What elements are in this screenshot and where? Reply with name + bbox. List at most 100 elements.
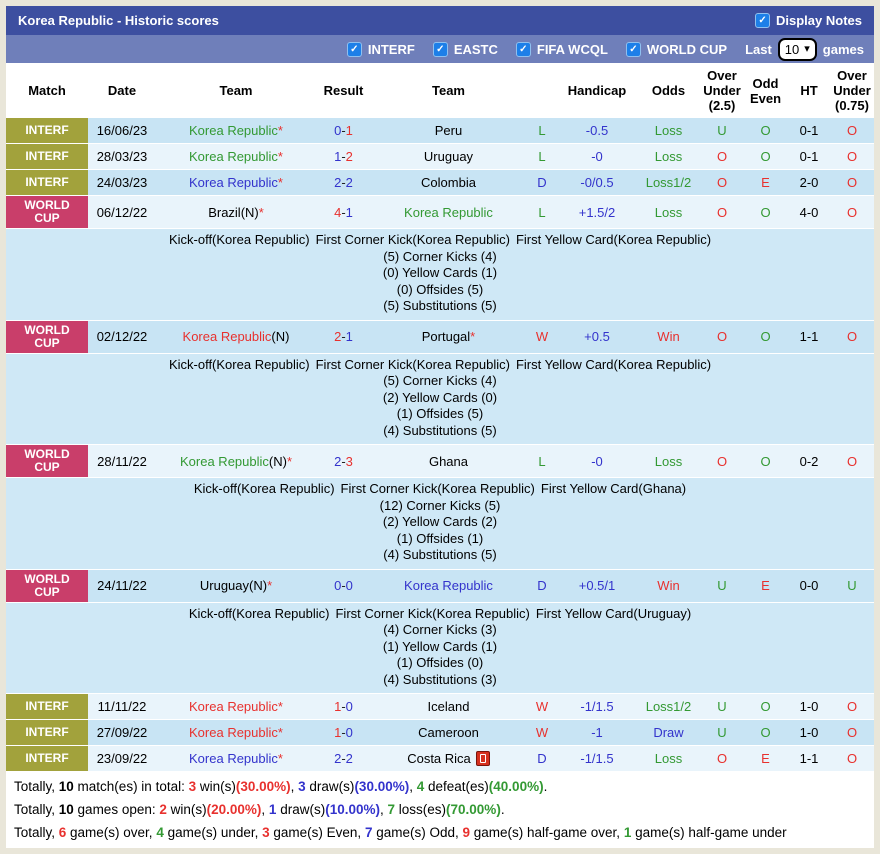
historic-scores-panel: Korea Republic - Historic scores ✓ Displ… (6, 6, 874, 848)
text-segment: , (290, 779, 299, 794)
match-row: WORLD CUP 24/11/22 Uruguay(N) * 0-0 Korea… (6, 569, 874, 603)
match-row: WORLD CUP 06/12/22 Brazil(N) * 4-1 Korea … (6, 196, 874, 229)
match-notes: Kick-off(Korea Republic) First Corner Kic… (6, 478, 874, 570)
odds-value: Loss1/2 (645, 175, 692, 190)
score-separator: - (341, 578, 346, 593)
team-name: Korea Republic (182, 329, 272, 344)
team-name: Portugal (421, 329, 471, 344)
team-suffix: (N) (271, 329, 290, 344)
interf-checkbox[interactable]: ✓ (346, 41, 362, 57)
ht-score: 2-0 (799, 175, 819, 190)
match-date: 28/03/23 (96, 149, 148, 164)
match-notes: Kick-off(Korea Republic) First Corner Kic… (6, 353, 874, 445)
team-star: * (258, 204, 264, 220)
competition-label: INTERF (6, 746, 88, 771)
display-notes-toggle[interactable]: ✓ Display Notes (755, 13, 862, 28)
team-star: * (277, 175, 283, 190)
checkmark-icon: ✓ (350, 43, 359, 55)
ht-score: 0-0 (799, 578, 819, 593)
ht-score: 4-0 (799, 204, 819, 220)
filter-fifa-wcql[interactable]: ✓ FIFA WCQL (515, 41, 608, 57)
team-name: Korea Republic (189, 175, 278, 190)
handicap-value: +0.5 (584, 329, 610, 344)
ht-score: 1-0 (799, 725, 819, 740)
ht-score: 0-1 (799, 149, 819, 164)
ht-score: 0-2 (799, 453, 819, 469)
result-letter: L (538, 453, 546, 469)
filter-eastc[interactable]: ✓ EASTC (432, 41, 498, 57)
over-under-25-value: U (717, 123, 727, 138)
offsides-stat: (0) Offsides (5) (396, 281, 484, 297)
col-header-over-under-075: Over Under (0.75) (833, 68, 871, 113)
col-header-ht: HT (800, 83, 818, 98)
eastc-checkbox[interactable]: ✓ (432, 41, 448, 57)
first-yellow-note: First Yellow Card(Uruguay) (535, 605, 692, 621)
home-team: Korea Republic (N) (156, 321, 316, 353)
games-count-select[interactable]: 10 ▾ (777, 37, 817, 61)
home-team: Korea Republic * (156, 694, 316, 719)
chevron-down-icon: ▾ (804, 42, 810, 55)
home-score: 0 (334, 578, 342, 593)
match-row: INTERF 11/11/22 Korea Republic * 1-0 Icel… (6, 694, 874, 720)
away-team: Costa Rica (371, 746, 526, 771)
first-corner-note: First Corner Kick(Korea Republic) (340, 481, 535, 496)
match-score: 2-2 (316, 746, 371, 771)
over-under-25-value: O (716, 204, 728, 220)
display-notes-checkbox[interactable]: ✓ (755, 13, 771, 28)
team-name: Iceland (427, 699, 470, 714)
score-separator: - (341, 725, 346, 740)
match-score: 1-2 (316, 144, 371, 169)
match-score: 2-2 (316, 170, 371, 195)
ht-score: 0-1 (799, 123, 819, 138)
match-date: 16/06/23 (96, 123, 148, 138)
handicap-value: +1.5/2 (578, 204, 616, 220)
text-segment: 4 (156, 825, 164, 840)
match-score: 2-3 (316, 445, 371, 477)
match-score: 0-0 (316, 570, 371, 602)
team-name: Peru (434, 123, 463, 138)
world-cup-checkbox[interactable]: ✓ (625, 41, 641, 57)
match-score: 1-0 (316, 694, 371, 719)
over-under-075-value: O (846, 175, 858, 190)
over-under-075-value: O (846, 329, 858, 344)
kickoff-note: Kick-off(Korea Republic) (168, 356, 310, 372)
team-name: Costa Rica (407, 751, 471, 766)
away-team: Colombia (371, 170, 526, 195)
totals-line-1: Totally, 10 match(es) in total: 3 win(s)… (14, 775, 866, 798)
odds-value: Loss (654, 204, 683, 220)
odds-value: Loss (654, 751, 683, 766)
text-segment: draw(s) (276, 802, 326, 817)
notes-header: Kick-off(Korea Republic) First Corner Kic… (6, 481, 874, 498)
filter-world-cup[interactable]: ✓ WORLD CUP (625, 41, 727, 57)
away-team: Uruguay (371, 144, 526, 169)
totals-line-2: Totally, 10 games open: 2 win(s)(20.00%)… (14, 798, 866, 821)
match-date: 11/11/22 (97, 699, 147, 714)
filter-interf[interactable]: ✓ INTERF (346, 41, 415, 57)
text-segment: match(es) in total: (73, 779, 189, 794)
col-header-odds: Odds (651, 83, 686, 98)
team-name: Korea Republic (189, 699, 278, 714)
totals-footer: Totally, 10 match(es) in total: 3 win(s)… (6, 772, 874, 848)
home-team: Korea Republic * (156, 144, 316, 169)
text-segment: game(s) under, (163, 825, 263, 840)
away-team: Korea Republic (371, 570, 526, 602)
kickoff-note: Kick-off(Korea Republic) (188, 605, 330, 621)
match-row: INTERF 16/06/23 Korea Republic * 0-1 Peru… (6, 118, 874, 144)
corner-kicks-stat: (5) Corner Kicks (4) (383, 373, 497, 388)
text-segment: (20.00%) (206, 802, 262, 817)
handicap-value: -0/0.5 (580, 175, 614, 190)
away-score: 1 (345, 123, 353, 138)
text-segment: 1 (268, 802, 277, 817)
yellow-cards-stat: (1) Yellow Cards (1) (382, 638, 498, 654)
score-separator: - (341, 204, 346, 220)
fifa-wcql-checkbox[interactable]: ✓ (515, 41, 531, 57)
fifa-wcql-label: FIFA WCQL (536, 41, 608, 57)
odds-value: Loss (654, 149, 683, 164)
handicap-value: -1 (591, 725, 603, 740)
competition-label: WORLD CUP (6, 320, 88, 353)
odd-even-value: O (760, 725, 771, 740)
team-name: Korea Republic (180, 453, 269, 469)
match-date: 02/12/22 (96, 329, 148, 344)
match-score: 1-0 (316, 720, 371, 745)
